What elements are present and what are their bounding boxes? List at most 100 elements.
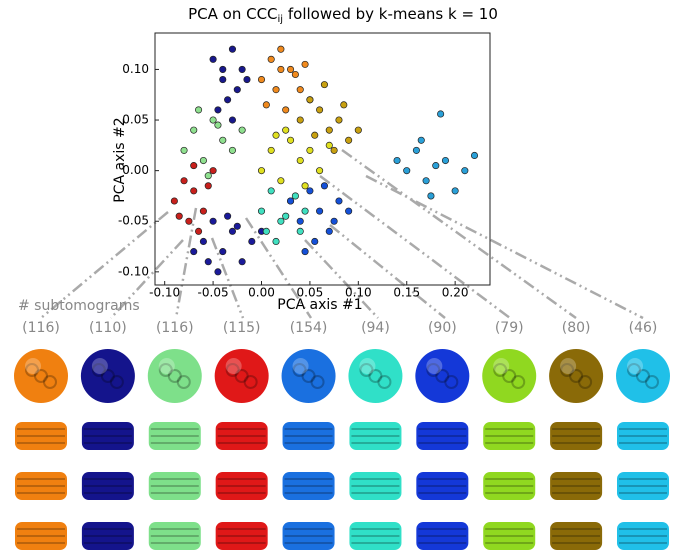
point xyxy=(311,237,319,246)
top-view xyxy=(415,349,470,403)
point xyxy=(301,248,309,256)
point xyxy=(224,212,232,220)
point xyxy=(296,86,304,94)
point xyxy=(190,126,198,134)
point xyxy=(190,187,198,195)
point xyxy=(277,45,285,53)
top-view xyxy=(549,349,604,403)
arrow xyxy=(210,237,245,319)
top-view-texture xyxy=(234,369,249,383)
count-label: (115) xyxy=(223,320,261,336)
top-view-texture xyxy=(34,369,48,383)
count-label: (80) xyxy=(562,320,591,336)
top-view-highlight xyxy=(25,358,41,374)
top-view-texture xyxy=(25,363,39,377)
top-view-texture xyxy=(560,363,575,377)
count-label: (116) xyxy=(22,320,60,336)
top-view-texture xyxy=(359,363,374,377)
point xyxy=(224,96,232,104)
count-label: (154) xyxy=(290,320,328,336)
side-view xyxy=(483,472,536,500)
point xyxy=(461,167,469,175)
side-view xyxy=(81,472,134,500)
side-view xyxy=(550,522,603,550)
point xyxy=(209,116,217,124)
x-tick-label: 0.15 xyxy=(393,286,420,300)
point xyxy=(257,207,266,215)
count-label: (110) xyxy=(89,320,127,336)
point xyxy=(180,177,188,185)
side-view xyxy=(617,472,669,500)
top-view-texture xyxy=(444,375,459,389)
point xyxy=(412,146,420,154)
point xyxy=(204,182,212,190)
top-view-texture xyxy=(627,363,641,377)
point xyxy=(195,106,203,114)
top-view-texture xyxy=(109,375,124,389)
point xyxy=(282,106,290,114)
side-view xyxy=(81,522,134,550)
top-view-highlight xyxy=(225,358,242,374)
side-view xyxy=(550,422,603,450)
top-view-texture xyxy=(511,375,526,389)
top-view-highlight xyxy=(158,358,175,374)
point xyxy=(296,156,304,165)
top-view-texture xyxy=(100,369,115,383)
count-label: (94) xyxy=(361,320,390,336)
point xyxy=(228,227,237,235)
top-view-texture xyxy=(243,375,258,389)
point xyxy=(437,110,445,118)
x-tick-label: -0.10 xyxy=(149,286,180,300)
point xyxy=(238,65,246,73)
point xyxy=(277,217,285,225)
x-tick-label: -0.05 xyxy=(198,286,229,300)
side-view xyxy=(148,522,201,550)
point xyxy=(441,156,450,165)
top-view-texture xyxy=(176,375,191,389)
point xyxy=(340,101,348,109)
point xyxy=(209,217,217,225)
point xyxy=(345,207,353,215)
top-view-texture xyxy=(377,375,392,389)
point xyxy=(330,217,338,225)
point xyxy=(180,146,188,154)
point xyxy=(282,126,290,134)
side-view xyxy=(282,522,335,550)
point xyxy=(204,172,212,180)
point xyxy=(233,86,241,94)
count-label: (116) xyxy=(156,320,194,336)
top-view-texture xyxy=(167,369,182,383)
title-main: PCA on CCC xyxy=(188,5,277,23)
point xyxy=(170,197,178,205)
point xyxy=(291,70,299,79)
point xyxy=(214,121,222,129)
point xyxy=(354,126,362,134)
density-map-column xyxy=(14,349,68,550)
density-map-column xyxy=(147,349,202,550)
point xyxy=(257,167,266,175)
x-axis-label: PCA axis #1 xyxy=(277,297,362,313)
side-view xyxy=(15,472,67,500)
side-view xyxy=(483,422,536,450)
y-tick-label: -0.05 xyxy=(118,214,149,228)
y-tick-label: 0.00 xyxy=(122,163,149,177)
point xyxy=(219,65,227,73)
side-view xyxy=(15,422,67,450)
point xyxy=(451,187,459,195)
point xyxy=(209,55,217,63)
point xyxy=(262,227,270,235)
title-subscript: ij xyxy=(278,14,284,25)
point xyxy=(190,162,198,170)
top-view xyxy=(80,349,135,403)
point xyxy=(291,192,299,200)
point xyxy=(214,268,222,276)
point xyxy=(228,146,237,154)
point xyxy=(427,192,435,200)
density-map-column xyxy=(549,349,604,550)
point xyxy=(219,76,227,84)
point xyxy=(393,156,401,165)
point xyxy=(301,207,309,215)
point xyxy=(233,222,241,230)
count-label: (79) xyxy=(495,320,524,336)
